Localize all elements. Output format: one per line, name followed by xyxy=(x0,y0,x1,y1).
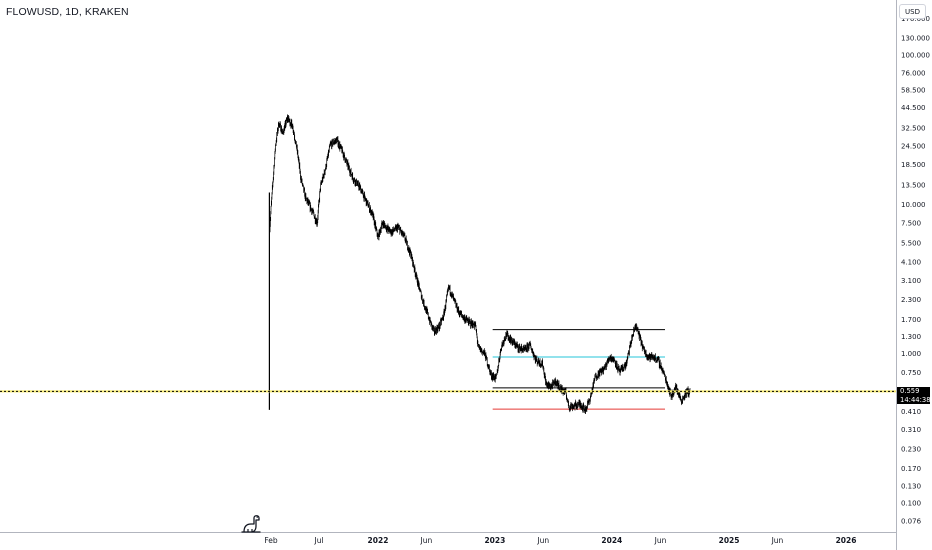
last-price-value: 0.559 xyxy=(900,387,920,395)
price-tick-label: 0.230 xyxy=(901,445,921,453)
price-tick-label: 0.100 xyxy=(901,500,921,508)
time-axis[interactable]: Feb Jul 2022 Jun 2023 Jun 2024 Jun 2025 Jun 2026 xyxy=(264,536,856,545)
time-tick-label: 2022 xyxy=(368,536,389,545)
time-tick-label: Jun xyxy=(654,536,667,545)
price-tick-label: 76.000 xyxy=(901,69,926,77)
price-tick-label: 4.100 xyxy=(901,259,921,267)
price-axis[interactable]: 176.000130.000100.00076.00058.50044.5003… xyxy=(901,15,930,525)
price-tick-label: 1.000 xyxy=(901,350,921,358)
time-tick-label: 2023 xyxy=(484,536,505,545)
price-tick-label: 0.170 xyxy=(901,465,921,473)
time-tick-label: Jun xyxy=(536,536,549,545)
price-tick-label: 3.100 xyxy=(901,277,921,285)
bar-countdown: 14:44:38 xyxy=(900,395,931,404)
time-tick-label: 2026 xyxy=(836,536,857,545)
price-tick-label: 32.500 xyxy=(901,124,926,132)
price-tick-label: 5.500 xyxy=(901,240,921,248)
currency-button[interactable]: USD xyxy=(899,4,926,19)
time-tick-label: Jun xyxy=(771,536,784,545)
candles xyxy=(268,114,691,415)
price-tick-label: 0.076 xyxy=(901,517,922,525)
price-tick-label: 44.500 xyxy=(901,104,926,112)
time-tick-label: 2025 xyxy=(719,536,740,545)
price-tick-label: 0.410 xyxy=(901,408,921,416)
horizontal-levels xyxy=(492,329,666,410)
price-tick-label: 0.130 xyxy=(901,482,921,490)
time-tick-label: 2024 xyxy=(601,536,622,545)
symbol-label: FLOWUSD, 1D, KRAKEN xyxy=(6,6,129,18)
price-tick-label: 1.700 xyxy=(901,316,921,324)
time-tick-label: Feb xyxy=(264,536,278,545)
price-tick-label: 18.500 xyxy=(901,161,926,169)
price-tick-label: 58.500 xyxy=(901,86,926,94)
price-tick-label: 2.300 xyxy=(901,296,921,304)
price-tick-label: 13.500 xyxy=(901,181,926,189)
last-price-badge: 0.559 14:44:38 xyxy=(897,387,931,404)
price-tick-label: 0.310 xyxy=(901,426,921,434)
tradingview-dino-icon[interactable] xyxy=(240,512,262,534)
price-tick-label: 24.500 xyxy=(901,143,926,151)
time-tick-label: Jun xyxy=(420,536,433,545)
price-tick-label: 130.000 xyxy=(901,35,930,43)
price-tick-label: 100.000 xyxy=(901,52,930,60)
price-tick-label: 10.000 xyxy=(901,201,926,209)
price-tick-label: 7.500 xyxy=(901,220,921,228)
time-tick-label: Jul xyxy=(314,536,324,545)
price-tick-label: 0.750 xyxy=(901,369,921,377)
price-tick-label: 1.300 xyxy=(901,333,921,341)
